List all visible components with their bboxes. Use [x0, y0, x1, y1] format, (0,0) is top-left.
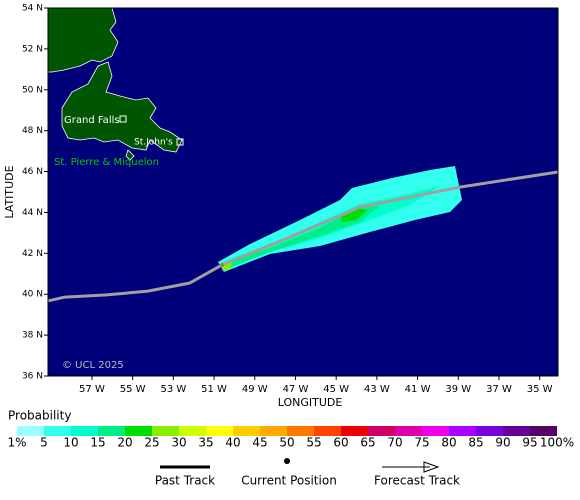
legend-label: 40: [225, 436, 240, 450]
legend-swatch: [71, 426, 98, 436]
y-axis-label: LATITUDE: [3, 165, 16, 218]
x-tick-label: 51 W: [201, 384, 227, 395]
legend-label: 55: [306, 436, 321, 450]
y-tick-label: 38 N: [22, 331, 43, 341]
legend-swatch: [98, 426, 125, 436]
legend-label: Current Position: [241, 474, 337, 488]
copyright: © UCL 2025: [62, 360, 124, 371]
ocean: [48, 8, 558, 376]
legend-label: 60: [333, 436, 348, 450]
legend-swatch: [422, 426, 449, 436]
x-tick-label: 43 W: [364, 384, 390, 395]
place-label: St.John's: [134, 138, 173, 148]
legend-label: 25: [144, 436, 159, 450]
legend-swatch: [314, 426, 341, 436]
legend-swatch: [125, 426, 152, 436]
legend-swatch: [152, 426, 179, 436]
legend-swatch: [449, 426, 476, 436]
legend-swatch: [179, 426, 206, 436]
legend-label: 90: [495, 436, 510, 450]
legend-swatch: [476, 426, 503, 436]
legend-label: 70: [387, 436, 402, 450]
legend-label: 35: [198, 436, 213, 450]
legend-label: 5: [40, 436, 48, 450]
x-tick-label: 37 W: [486, 384, 512, 395]
legend-swatch: [287, 426, 314, 436]
y-tick-label: 44 N: [22, 208, 43, 218]
legend-label: 100%: [540, 436, 574, 450]
x-tick-label: 47 W: [283, 384, 309, 395]
legend-label: 65: [360, 436, 375, 450]
y-tick-label: 48 N: [22, 126, 43, 136]
legend-label: 75: [414, 436, 429, 450]
x-tick-label: 39 W: [445, 384, 471, 395]
probability-swath: [218, 166, 462, 272]
legend-swatch: [341, 426, 368, 436]
x-tick-label: 49 W: [242, 384, 268, 395]
place-label: St. Pierre & Miquelon: [54, 157, 159, 168]
current-position: [220, 262, 225, 267]
map-frame: [47, 7, 559, 377]
legend-title: Probability: [8, 409, 71, 423]
legend-swatch: [17, 426, 44, 436]
legend-swatch: [260, 426, 287, 436]
legend-label: 45: [252, 436, 267, 450]
legend-label: 85: [468, 436, 483, 450]
x-axis-label: LONGITUDE: [278, 396, 343, 409]
legend-swatch: [503, 426, 530, 436]
x-tick-label: 41 W: [405, 384, 431, 395]
legend-swatch: [206, 426, 233, 436]
x-tick-label: 57 W: [79, 384, 105, 395]
place-marker: [176, 138, 184, 146]
y-tick-label: 42 N: [22, 249, 43, 259]
place-marker: [119, 115, 127, 123]
legend-label: 80: [441, 436, 456, 450]
legend-swatch: [530, 426, 557, 436]
y-tick-label: 54 N: [22, 4, 43, 14]
legend-label: Forecast Track: [374, 474, 460, 488]
legend-arrow: [423, 461, 440, 473]
y-tick-label: 52 N: [22, 44, 43, 54]
y-tick-label: 50 N: [22, 85, 43, 95]
place-label: Grand Falls: [64, 115, 120, 126]
y-tick-label: 46 N: [22, 167, 43, 177]
legend-label: 30: [171, 436, 186, 450]
y-tick-label: 40 N: [22, 290, 43, 300]
legend-swatch: [395, 426, 422, 436]
tracks: [47, 170, 559, 303]
legend-swatch: [44, 426, 71, 436]
legend-swatch: [368, 426, 395, 436]
track-line: [221, 170, 559, 267]
legend-current-position: [284, 458, 290, 464]
legend-swatch: [233, 426, 260, 436]
y-tick-label: 36 N: [22, 372, 43, 382]
track-line: [47, 263, 223, 303]
legend-label: 1%: [7, 436, 26, 450]
legend-label: 95: [522, 436, 537, 450]
legend-label: 20: [117, 436, 132, 450]
legend-label: 15: [90, 436, 105, 450]
x-tick-label: 55 W: [120, 384, 146, 395]
legend-label: 10: [63, 436, 78, 450]
x-tick-label: 35 W: [527, 384, 553, 395]
land: [47, 7, 183, 161]
x-tick-label: 45 W: [323, 384, 349, 395]
x-tick-label: 53 W: [160, 384, 186, 395]
legend-label: 50: [279, 436, 294, 450]
legend-label: Past Track: [155, 474, 215, 488]
